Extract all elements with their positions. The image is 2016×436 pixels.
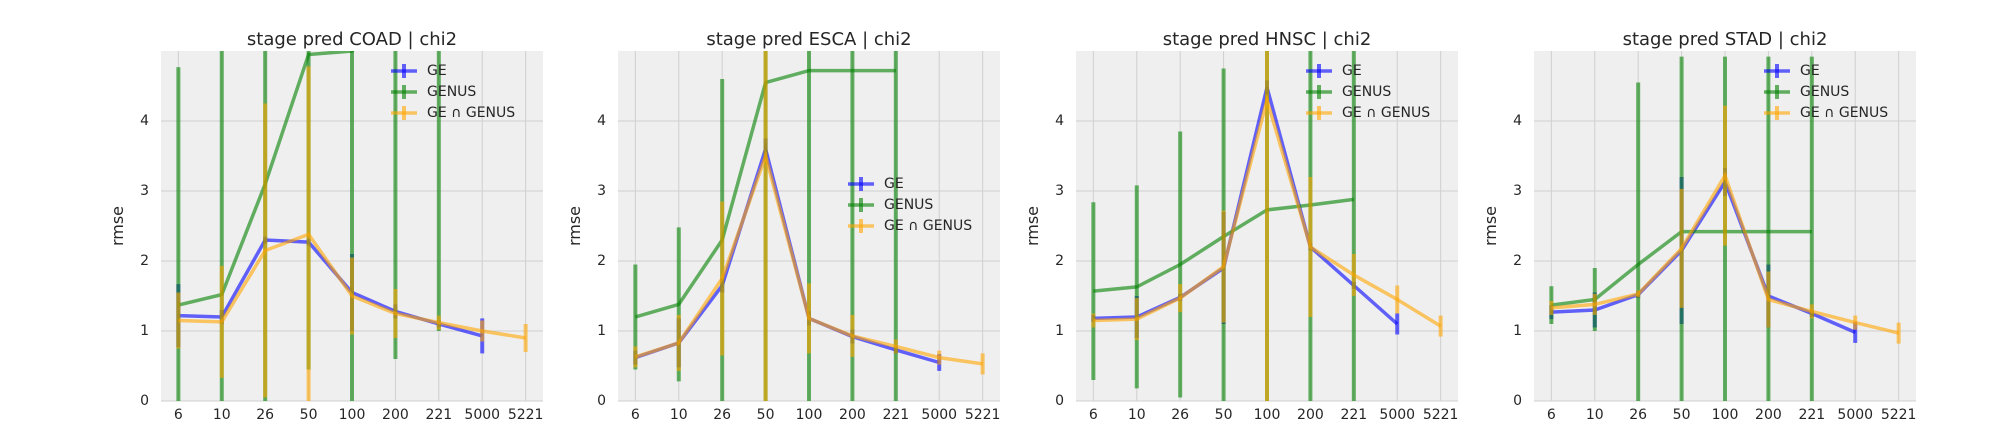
x-tick-label: 200 xyxy=(382,407,409,423)
x-tick-label: 6 xyxy=(631,407,640,423)
y-tick-label: 3 xyxy=(597,183,606,199)
x-tick-label: 6 xyxy=(1089,407,1098,423)
subplot: 0 1 2 3 4 6 10 26 50 100 200 221 5000 5221 stage pred … xyxy=(1023,29,1459,423)
y-tick-label: 2 xyxy=(140,253,149,269)
chart-title: stage pred COAD | chi2 xyxy=(247,29,457,50)
legend-label: GENUS xyxy=(1342,84,1391,100)
subplot: 0 1 2 3 4 6 10 26 50 100 200 221 5000 5221 stage pred … xyxy=(1481,29,1917,423)
x-tick-label: 5221 xyxy=(965,407,1001,423)
x-tick-label: 10 xyxy=(1128,407,1146,423)
legend-label: GENUS xyxy=(884,197,933,213)
chart-title: stage pred ESCA | chi2 xyxy=(706,29,911,50)
y-tick-label: 3 xyxy=(1513,183,1522,199)
plot-content xyxy=(1091,51,1443,401)
x-tick-label: 221 xyxy=(425,407,452,423)
y-tick-label: 0 xyxy=(140,393,149,409)
x-tick-label: 6 xyxy=(1547,407,1556,423)
x-tick-label: 5000 xyxy=(1379,407,1415,423)
x-tick-label: 50 xyxy=(1673,407,1691,423)
legend-label: GE xyxy=(1800,63,1820,79)
y-tick-label: 0 xyxy=(597,393,606,409)
x-tick-label: 50 xyxy=(300,407,318,423)
x-tick-label: 26 xyxy=(1171,407,1189,423)
chart-title: stage pred STAD | chi2 xyxy=(1623,29,1828,50)
y-tick-label: 1 xyxy=(140,323,149,339)
series-line xyxy=(1551,171,1900,335)
legend-label: GE ∩ GENUS xyxy=(427,105,515,121)
plot-content xyxy=(176,51,528,401)
y-tick-label: 1 xyxy=(1055,323,1064,339)
series-line xyxy=(178,232,526,340)
x-tick-label: 10 xyxy=(213,407,231,423)
y-axis-label: rmse xyxy=(1481,206,1500,246)
y-tick-label: 2 xyxy=(597,253,606,269)
x-tick-label: 100 xyxy=(1254,407,1281,423)
y-tick-label: 0 xyxy=(1055,393,1064,409)
x-tick-label: 26 xyxy=(256,407,274,423)
x-tick-label: 26 xyxy=(1629,407,1647,423)
x-tick-label: 200 xyxy=(1297,407,1324,423)
y-tick-label: 3 xyxy=(140,183,149,199)
x-tick-label: 200 xyxy=(1755,407,1782,423)
x-tick-label: 5221 xyxy=(508,407,544,423)
subplot: 0 1 2 3 4 6 10 26 50 100 200 221 5000 5221 stage pred … xyxy=(565,29,1001,423)
x-tick-label: 5000 xyxy=(1837,407,1873,423)
legend-label: GE ∩ GENUS xyxy=(884,218,972,234)
y-tick-label: 1 xyxy=(1513,323,1522,339)
x-tick-label: 200 xyxy=(839,407,866,423)
x-tick-label: 5221 xyxy=(1423,407,1459,423)
y-tick-label: 2 xyxy=(1513,253,1522,269)
series-line xyxy=(634,150,983,366)
x-tick-label: 5000 xyxy=(464,407,500,423)
plot-content xyxy=(1549,56,1901,401)
y-axis-label: rmse xyxy=(1023,206,1042,246)
x-tick-label: 5221 xyxy=(1881,407,1917,423)
y-tick-label: 4 xyxy=(1055,113,1064,129)
legend-label: GE xyxy=(427,63,447,79)
chart-title: stage pred HNSC | chi2 xyxy=(1163,29,1372,50)
y-axis-label: rmse xyxy=(565,206,584,246)
x-tick-label: 100 xyxy=(1712,407,1739,423)
x-tick-label: 221 xyxy=(882,407,909,423)
x-tick-label: 50 xyxy=(1215,407,1233,423)
series-line xyxy=(1093,93,1442,328)
subplot: 0 1 2 3 4 6 10 26 50 100 200 221 5000 5221 stage pred … xyxy=(108,29,544,423)
x-tick-label: 221 xyxy=(1798,407,1825,423)
legend-label: GENUS xyxy=(1800,84,1849,100)
x-tick-label: 6 xyxy=(174,407,183,423)
x-tick-label: 50 xyxy=(757,407,775,423)
y-tick-label: 4 xyxy=(1513,113,1522,129)
legend-label: GE xyxy=(884,176,904,192)
plot-content xyxy=(633,51,985,401)
legend-label: GE xyxy=(1342,63,1362,79)
x-tick-label: 10 xyxy=(670,407,688,423)
x-tick-label: 5000 xyxy=(921,407,957,423)
legend-label: GENUS xyxy=(427,84,476,100)
x-tick-label: 100 xyxy=(796,407,823,423)
y-tick-label: 1 xyxy=(597,323,606,339)
y-axis-label: rmse xyxy=(108,206,127,246)
x-tick-label: 100 xyxy=(339,407,366,423)
y-tick-label: 2 xyxy=(1055,253,1064,269)
legend-label: GE ∩ GENUS xyxy=(1800,105,1888,121)
y-tick-label: 3 xyxy=(1055,183,1064,199)
y-tick-label: 4 xyxy=(140,113,149,129)
x-tick-label: 10 xyxy=(1586,407,1604,423)
y-tick-label: 0 xyxy=(1513,393,1522,409)
x-tick-label: 26 xyxy=(713,407,731,423)
legend-label: GE ∩ GENUS xyxy=(1342,105,1430,121)
y-tick-label: 4 xyxy=(597,113,606,129)
x-tick-label: 221 xyxy=(1340,407,1367,423)
